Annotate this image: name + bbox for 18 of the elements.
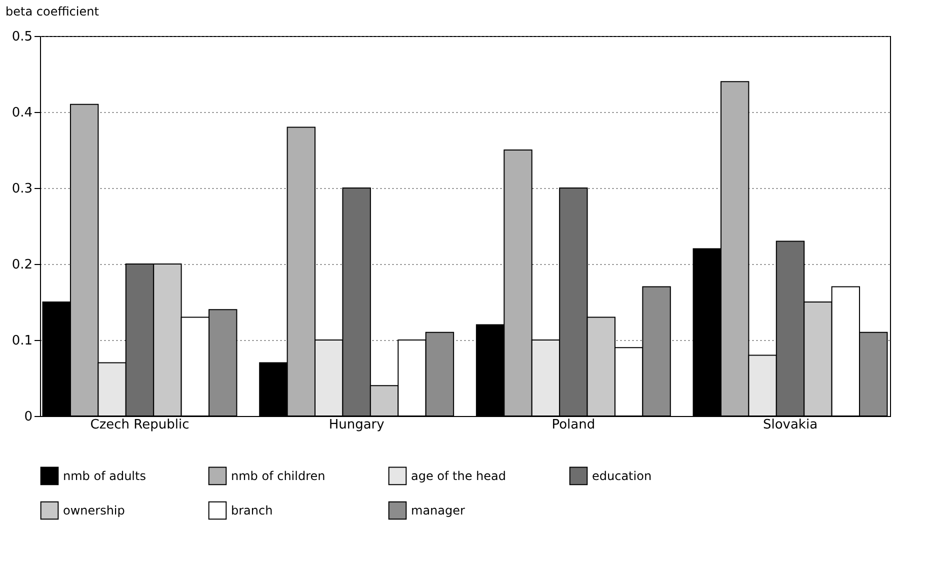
- legend-label: age of the head: [411, 468, 506, 483]
- x-tick-label: Slovakia: [762, 418, 818, 432]
- y-tick-label: 0.4: [12, 106, 32, 120]
- legend-label: nmb of adults: [63, 468, 146, 483]
- legend-label: branch: [231, 504, 273, 518]
- legend-label: education: [592, 468, 652, 483]
- legend-label: ownership: [63, 504, 125, 518]
- y-tick-label: 0.2: [12, 258, 32, 272]
- y-tick-label: 0.1: [12, 334, 32, 348]
- y-tick-label: 0.5: [12, 30, 32, 44]
- y-axis-title: beta coefficient: [6, 4, 100, 18]
- y-tick-label: 0.3: [12, 182, 32, 196]
- y-tick-label: 0: [24, 410, 32, 424]
- x-tick-label: Hungary: [328, 418, 385, 432]
- x-tick-label: Poland: [552, 418, 596, 432]
- x-tick-label: Czech Republic: [90, 418, 190, 432]
- legend-label: nmb of children: [231, 468, 326, 483]
- legend-label: manager: [411, 504, 465, 518]
